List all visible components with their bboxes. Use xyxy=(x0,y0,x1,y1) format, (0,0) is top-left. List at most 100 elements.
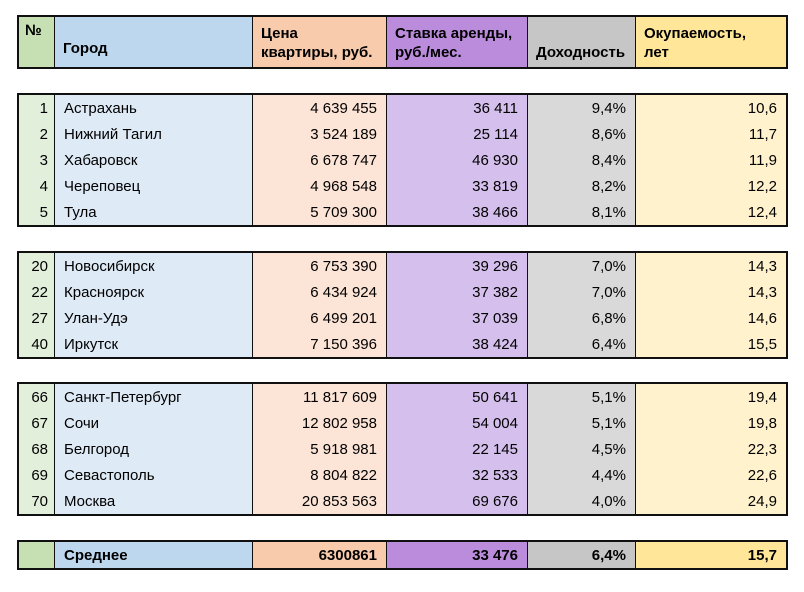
city-cell: Белгород xyxy=(54,436,252,462)
rent-rate-cell: 50 641 xyxy=(386,384,527,410)
city-cell: Иркутск xyxy=(54,331,252,357)
payback-cell: 15,5 xyxy=(635,331,786,357)
rent-rate-cell: 33 819 xyxy=(386,173,527,199)
price-cell: 20 853 563 xyxy=(252,488,386,514)
row-number-cell: 69 xyxy=(19,462,54,488)
yield-cell: 8,1% xyxy=(527,199,635,225)
rent-rate-cell: 36 411 xyxy=(386,95,527,121)
city-cell: Новосибирск xyxy=(54,253,252,279)
yield-cell: 4,0% xyxy=(527,488,635,514)
price-cell: 6 678 747 xyxy=(252,147,386,173)
payback-cell: 14,3 xyxy=(635,253,786,279)
rent-rate-cell: 54 004 xyxy=(386,410,527,436)
payback-cell: 22,3 xyxy=(635,436,786,462)
summary-price-cell: 6300861 xyxy=(252,542,386,568)
rent-rate-cell: 22 145 xyxy=(386,436,527,462)
price-cell: 12 802 958 xyxy=(252,410,386,436)
row-number-cell: 20 xyxy=(19,253,54,279)
rent-rate-cell: 38 424 xyxy=(386,331,527,357)
payback-cell: 19,4 xyxy=(635,384,786,410)
col-header-number: № xyxy=(19,17,54,67)
rent-rate-cell: 37 382 xyxy=(386,279,527,305)
table-summary-row: Среднее 6300861 33 476 6,4% 15,7 xyxy=(17,540,788,570)
city-cell: Улан-Удэ xyxy=(54,305,252,331)
city-cell: Санкт-Петербург xyxy=(54,384,252,410)
summary-yield-cell: 6,4% xyxy=(527,542,635,568)
payback-cell: 10,6 xyxy=(635,95,786,121)
yield-cell: 8,6% xyxy=(527,121,635,147)
price-cell: 6 434 924 xyxy=(252,279,386,305)
payback-cell: 22,6 xyxy=(635,462,786,488)
city-cell: Москва xyxy=(54,488,252,514)
row-number-cell: 3 xyxy=(19,147,54,173)
table-header-row: № Город Цена квартиры, руб. Ставка аренд… xyxy=(17,15,788,69)
city-cell: Хабаровск xyxy=(54,147,252,173)
price-cell: 5 709 300 xyxy=(252,199,386,225)
price-cell: 7 150 396 xyxy=(252,331,386,357)
row-number-cell: 5 xyxy=(19,199,54,225)
yield-cell: 4,5% xyxy=(527,436,635,462)
city-cell: Тула xyxy=(54,199,252,225)
city-cell: Астрахань xyxy=(54,95,252,121)
row-number-cell: 4 xyxy=(19,173,54,199)
rent-rate-cell: 38 466 xyxy=(386,199,527,225)
yield-cell: 8,2% xyxy=(527,173,635,199)
city-cell: Сочи xyxy=(54,410,252,436)
table-block-top-cities: 1 Астрахань 4 639 455 36 411 9,4% 10,6 2 Нижний… xyxy=(17,93,788,227)
summary-rate-cell: 33 476 xyxy=(386,542,527,568)
rent-rate-cell: 25 114 xyxy=(386,121,527,147)
yield-cell: 7,0% xyxy=(527,253,635,279)
summary-label-cell: Среднее xyxy=(54,542,252,568)
payback-cell: 12,4 xyxy=(635,199,786,225)
row-number-cell: 68 xyxy=(19,436,54,462)
rent-rate-cell: 46 930 xyxy=(386,147,527,173)
price-cell: 11 817 609 xyxy=(252,384,386,410)
price-cell: 5 918 981 xyxy=(252,436,386,462)
yield-cell: 7,0% xyxy=(527,279,635,305)
price-cell: 4 968 548 xyxy=(252,173,386,199)
table-block-bottom-cities: 66 Санкт-Петербург 11 817 609 50 641 5,1% 19,… xyxy=(17,382,788,516)
payback-cell: 11,7 xyxy=(635,121,786,147)
city-cell: Красноярск xyxy=(54,279,252,305)
summary-number-cell xyxy=(19,542,54,568)
city-cell: Нижний Тагил xyxy=(54,121,252,147)
row-number-cell: 27 xyxy=(19,305,54,331)
rent-rate-cell: 69 676 xyxy=(386,488,527,514)
yield-cell: 8,4% xyxy=(527,147,635,173)
summary-payback-cell: 15,7 xyxy=(635,542,786,568)
row-number-cell: 66 xyxy=(19,384,54,410)
rent-rate-cell: 37 039 xyxy=(386,305,527,331)
col-header-yield: Доходность xyxy=(527,17,635,67)
col-header-price: Цена квартиры, руб. xyxy=(252,17,386,67)
yield-cell: 6,4% xyxy=(527,331,635,357)
price-cell: 6 499 201 xyxy=(252,305,386,331)
payback-cell: 14,6 xyxy=(635,305,786,331)
row-number-cell: 22 xyxy=(19,279,54,305)
price-cell: 4 639 455 xyxy=(252,95,386,121)
col-header-payback: Окупаемость, лет xyxy=(635,17,786,67)
price-cell: 3 524 189 xyxy=(252,121,386,147)
yield-cell: 6,8% xyxy=(527,305,635,331)
payback-cell: 19,8 xyxy=(635,410,786,436)
rent-rate-cell: 39 296 xyxy=(386,253,527,279)
row-number-cell: 2 xyxy=(19,121,54,147)
cities-rent-yield-table: № Город Цена квартиры, руб. Ставка аренд… xyxy=(17,15,788,570)
payback-cell: 12,2 xyxy=(635,173,786,199)
price-cell: 6 753 390 xyxy=(252,253,386,279)
row-number-cell: 70 xyxy=(19,488,54,514)
col-header-city: Город xyxy=(54,17,252,67)
yield-cell: 5,1% xyxy=(527,384,635,410)
yield-cell: 5,1% xyxy=(527,410,635,436)
city-cell: Череповец xyxy=(54,173,252,199)
payback-cell: 14,3 xyxy=(635,279,786,305)
yield-cell: 9,4% xyxy=(527,95,635,121)
table-block-middle-cities: 20 Новосибирск 6 753 390 39 296 7,0% 14,3 22 Кр… xyxy=(17,251,788,359)
payback-cell: 24,9 xyxy=(635,488,786,514)
row-number-cell: 67 xyxy=(19,410,54,436)
price-cell: 8 804 822 xyxy=(252,462,386,488)
col-header-rent-rate: Ставка аренды, руб./мес. xyxy=(386,17,527,67)
yield-cell: 4,4% xyxy=(527,462,635,488)
payback-cell: 11,9 xyxy=(635,147,786,173)
rent-rate-cell: 32 533 xyxy=(386,462,527,488)
row-number-cell: 1 xyxy=(19,95,54,121)
